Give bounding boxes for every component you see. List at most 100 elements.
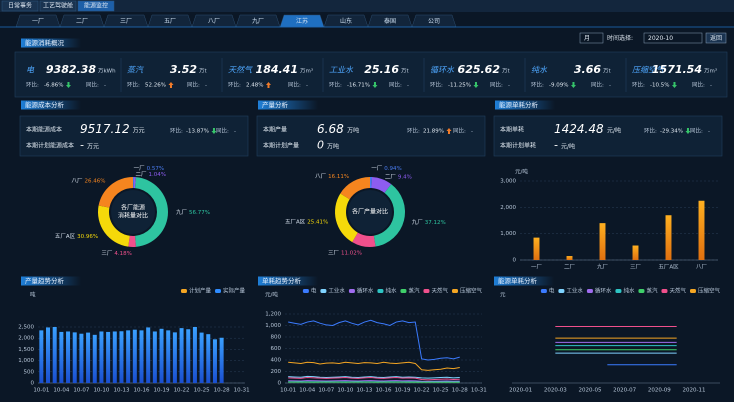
factory-tab-label[interactable]: 九厂 — [252, 17, 264, 25]
bar — [599, 223, 606, 260]
nav-tab[interactable] — [77, 0, 115, 12]
mom-label: 环比: — [170, 127, 183, 135]
donut-label: 五厂A区 30.96% — [55, 233, 98, 240]
y-tick-label: 2,000 — [18, 336, 34, 342]
kpi-mom-label: 环比: — [228, 81, 241, 89]
kpi-yoy-label: 同比: — [187, 81, 200, 89]
bar — [79, 333, 84, 383]
bar — [112, 331, 117, 383]
kpi-yoy: - — [205, 83, 207, 89]
yoy-value: - — [471, 129, 473, 135]
kpi-yoy-label: 同比: — [86, 81, 99, 89]
back-button[interactable] — [705, 32, 727, 44]
date-input-value[interactable]: 2020-10 — [648, 35, 673, 42]
factory-tab-label[interactable]: 三厂 — [120, 18, 132, 25]
x-tick-label: 10-04 — [299, 388, 315, 394]
bar — [59, 331, 64, 383]
factory-tab-label[interactable]: 江苏 — [296, 17, 308, 25]
plan-label: 本期计划产量 — [263, 142, 299, 150]
factory-tab-label[interactable]: 二厂 — [76, 18, 88, 25]
legend-swatch — [302, 289, 309, 293]
donut-center-text: 各厂产量对比 — [352, 208, 388, 216]
bar — [39, 330, 44, 383]
legend-swatch — [348, 289, 355, 293]
bar — [566, 256, 573, 260]
donut-slice — [133, 177, 135, 189]
y-tick-label: 0 — [513, 258, 517, 264]
nav-tab-label[interactable]: 工艺驾驶舱 — [43, 2, 73, 10]
legend-label: 工业水 — [328, 287, 345, 295]
kpi-yoy-label: 同比: — [692, 81, 705, 89]
legend-label: 纯水 — [623, 287, 635, 295]
plan-value: - — [554, 139, 558, 152]
plan-unit: 万元 — [87, 144, 99, 151]
bar — [106, 331, 111, 383]
kpi-value: 184.41 — [256, 63, 298, 76]
legend-swatch — [558, 289, 565, 293]
x-tick-label: 10-07 — [318, 388, 334, 394]
bar — [86, 332, 91, 383]
donut-slice — [370, 177, 373, 189]
nav-tab[interactable] — [1, 0, 39, 12]
kpi-mom-label: 环比: — [531, 81, 544, 89]
yoy-label: 同比: — [690, 127, 703, 135]
y-tick-label: 1,000 — [500, 231, 516, 237]
legend-label: 电 — [311, 287, 317, 295]
bar — [172, 332, 177, 383]
donut-slice — [371, 177, 392, 193]
y-tick-label: 200 — [271, 369, 282, 375]
section-title-bg — [494, 276, 554, 286]
plan-label: 本期计划单耗 — [500, 142, 536, 150]
legend-swatch — [540, 289, 547, 293]
section-title: 能源单耗分析 — [498, 276, 538, 285]
plan-value: 0 — [317, 139, 324, 152]
nav-tab-label[interactable]: 日常事务 — [8, 2, 32, 10]
legend-label: 纯水 — [385, 287, 397, 295]
plan-unit: 万吨 — [327, 143, 339, 151]
slice-name: 二厂 — [385, 173, 397, 180]
kpi-value: 625.62 — [458, 63, 501, 76]
bar — [72, 332, 77, 383]
slice-name: 二厂 — [135, 171, 147, 178]
slice-name: 三厂 — [101, 249, 113, 256]
mom-value: -13.87% — [186, 129, 209, 135]
panel-box — [493, 115, 723, 157]
nav-tab-label[interactable]: 能源监控 — [84, 2, 108, 10]
bar — [219, 337, 224, 383]
legend-label: 电 — [549, 287, 555, 295]
yoy-value: - — [234, 129, 236, 135]
bar — [199, 332, 204, 383]
factory-tab-label[interactable]: 山东 — [340, 17, 352, 25]
bar — [99, 331, 104, 383]
kpi-unit: 万t — [401, 68, 410, 75]
y-axis-label: 元 — [500, 292, 506, 299]
kpi-mom-label: 环比: — [127, 81, 140, 89]
bar — [212, 339, 217, 383]
x-tick-label: 10-28 — [452, 388, 468, 394]
kpi-yoy-label: 同比: — [490, 81, 503, 89]
legend-label: 工业水 — [566, 287, 583, 295]
date-input[interactable] — [643, 32, 703, 44]
series-line — [288, 375, 460, 379]
y-tick-label: 2,000 — [500, 205, 516, 211]
back-button-label[interactable]: 返回 — [710, 35, 722, 42]
kpi-unit: 万t — [199, 68, 208, 75]
y-tick-label: 1,200 — [265, 312, 281, 318]
factory-tab-label[interactable]: 公司 — [428, 18, 440, 25]
section-title-bg — [258, 276, 318, 286]
donut-label: 八厂 16.11% — [315, 173, 349, 180]
x-tick-label: 三厂 — [630, 264, 642, 271]
factory-tab-label[interactable]: 一厂 — [32, 18, 44, 25]
period-select[interactable] — [579, 32, 604, 44]
slice-value: 11.02% — [341, 250, 362, 256]
current-label: 本期能源成本 — [26, 126, 62, 134]
factory-tab-label[interactable]: 五厂 — [164, 18, 176, 25]
x-tick-label: 10-19 — [395, 388, 411, 394]
period-select-label[interactable]: 月 — [584, 35, 590, 42]
nav-tab[interactable] — [39, 0, 77, 12]
factory-tab-label[interactable]: 泰国 — [384, 17, 396, 25]
y-axis-label: 元/吨 — [265, 291, 278, 299]
factory-tab-label[interactable]: 八厂 — [208, 18, 220, 25]
donut-slice — [335, 193, 358, 243]
